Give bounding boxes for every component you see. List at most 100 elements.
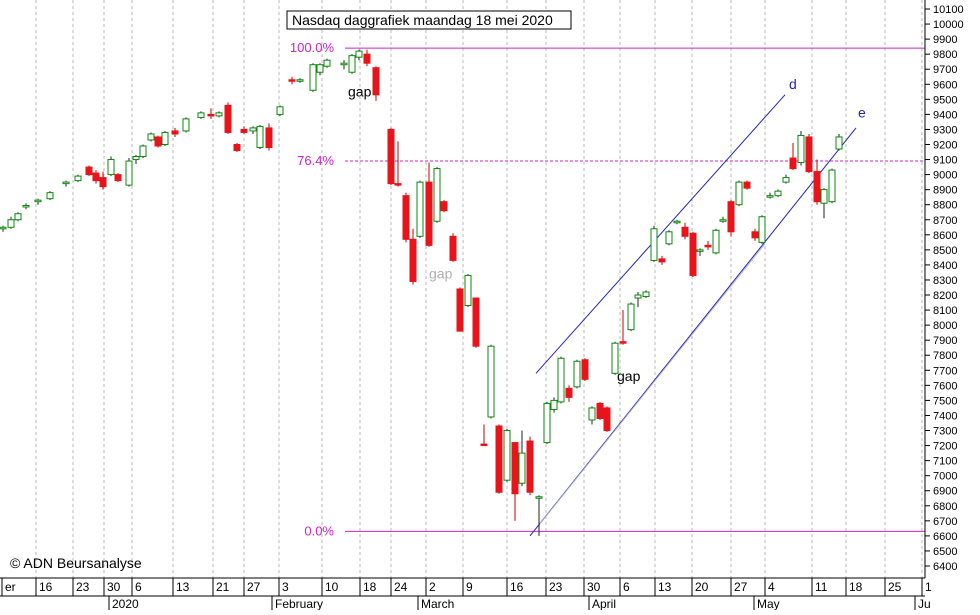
y-tick-label: 7400 [933, 410, 957, 422]
y-tick-label: 9200 [933, 139, 957, 151]
y-tick-label: 7500 [933, 395, 957, 407]
candle-up [62, 181, 70, 185]
candle-down [603, 407, 611, 432]
candle-up [758, 216, 766, 243]
candle-up [543, 402, 551, 444]
month-label: 2020 [112, 597, 139, 610]
candle-up [161, 131, 169, 145]
candle-up [735, 181, 743, 206]
candle-up [197, 112, 205, 118]
candle-down [581, 359, 589, 380]
trendlines [529, 94, 857, 537]
x-tick-label: 30 [107, 580, 121, 594]
x-tick-label: 18 [363, 580, 377, 594]
x-tick-label: 30 [587, 580, 601, 594]
y-tick-label: 7600 [933, 380, 957, 392]
y-tick-label: 8300 [933, 275, 957, 287]
candle-up [535, 496, 543, 499]
fib-label: 0.0% [304, 523, 334, 538]
candle-up [0, 226, 7, 230]
x-tick-label: 1 [925, 580, 932, 594]
candle-down [689, 232, 697, 276]
y-tick-label: 10000 [933, 19, 964, 31]
candle-up [464, 274, 472, 307]
candle-up [182, 118, 190, 132]
y-tick-label: 8900 [933, 185, 957, 197]
y-tick-label: 7300 [933, 426, 957, 438]
candle-up [588, 407, 596, 421]
candle-up [139, 145, 147, 158]
y-tick-label: 6400 [933, 561, 957, 573]
candle-down [99, 177, 107, 188]
x-tick-label: 16 [39, 580, 53, 594]
candle-down [265, 127, 273, 148]
x-tick-label: 18 [849, 580, 863, 594]
trendline-inner [539, 243, 766, 525]
candle-down [751, 231, 759, 239]
candle-up [433, 168, 441, 222]
candle-down [440, 201, 448, 212]
candle-down [207, 113, 215, 117]
y-tick-label: 9100 [933, 155, 957, 167]
candle-up [107, 159, 115, 176]
candle-up [416, 181, 424, 237]
candle-down [456, 288, 464, 332]
candle-down [85, 166, 93, 176]
x-tick-label: 23 [76, 580, 90, 594]
y-tick-label: 8600 [933, 230, 957, 242]
month-label: Ju [918, 597, 931, 610]
y-tick-label: 6500 [933, 546, 957, 558]
x-tick-label: 20 [695, 580, 709, 594]
candle-up [835, 136, 843, 150]
y-tick-label: 7100 [933, 456, 957, 468]
candle-up [22, 204, 30, 208]
candle-up [627, 303, 635, 331]
candle-down [387, 128, 395, 185]
candle-down [402, 195, 410, 240]
y-tick-label: 9400 [933, 109, 957, 121]
candle-up [696, 249, 704, 252]
x-tick-label: 6 [623, 580, 630, 594]
x-tick-label: 13 [176, 580, 190, 594]
month-label: April [592, 597, 616, 610]
candles [0, 49, 843, 536]
y-tick-label: 9700 [933, 64, 957, 76]
y-tick-label: 9500 [933, 94, 957, 106]
x-axis: er 16 23 30 6 13 21 27 3 10 18 24 2 9 16 23 30 6 13 20 27 4 11… [1, 578, 932, 611]
x-tick-label: 21 [216, 580, 230, 594]
candle-up [34, 199, 42, 203]
candle-up [712, 229, 720, 254]
y-tick-label: 6900 [933, 486, 957, 498]
x-tick-label: 27 [734, 580, 748, 594]
candle-up [7, 219, 15, 228]
candle-down [526, 440, 534, 493]
candle-up [820, 189, 828, 204]
candle-up [665, 231, 673, 245]
fib-label: 76.4% [297, 153, 334, 168]
candle-up [355, 50, 363, 58]
y-tick-label: 6800 [933, 501, 957, 513]
annotations: gap gap gap d e [348, 76, 866, 384]
candle-up [296, 79, 304, 82]
candle-up [132, 156, 140, 161]
candle-up [634, 294, 642, 299]
candle-up [719, 219, 727, 222]
candle-up [487, 345, 495, 418]
candle-down [372, 67, 380, 96]
annotation: gap [429, 265, 453, 281]
watermark: © ADN Beursanalyse [10, 555, 142, 571]
candle-down [480, 443, 488, 447]
candle-up [147, 133, 155, 141]
month-label: February [275, 597, 323, 610]
y-tick-label: 6600 [933, 531, 957, 543]
x-tick-label: 2 [429, 580, 436, 594]
candle-down [727, 201, 735, 233]
x-tick-label: 4 [768, 580, 775, 594]
y-tick-label: 7900 [933, 335, 957, 347]
y-tick-label: 8800 [933, 200, 957, 212]
x-tick-label: 27 [247, 580, 261, 594]
fib-label: 100.0% [290, 40, 335, 55]
x-tick-label: 10 [325, 580, 339, 594]
candle-down [154, 136, 162, 147]
x-tick-label: 3 [282, 580, 289, 594]
